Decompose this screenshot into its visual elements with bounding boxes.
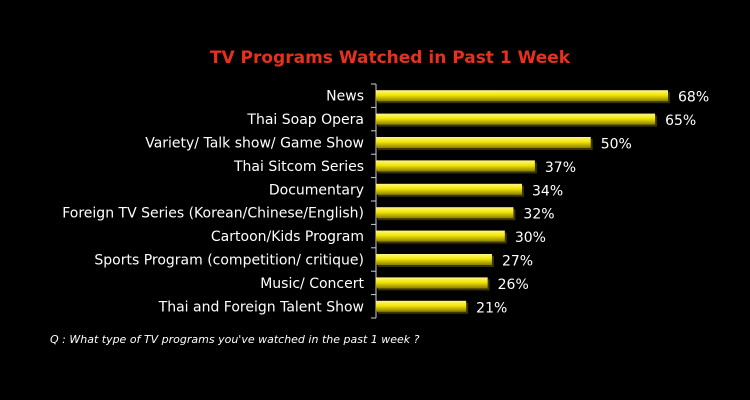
category-label: Cartoon/Kids Program [211,229,364,245]
category-label: News [326,89,364,105]
bar [376,277,488,289]
category-label: Foreign TV Series (Korean/Chinese/Englis… [62,206,364,222]
value-label: 68% [678,90,709,106]
value-label: 21% [476,300,507,316]
value-label: 65% [665,113,696,129]
category-label: Thai and Foreign Talent Show [158,299,364,315]
bar [376,113,656,125]
value-labels: 68% 65% 50% 37% 34% 32% 30% 27% 26% 21% [476,90,709,317]
bar [376,90,668,102]
category-label: Variety/ Talk show/ Game Show [145,136,364,152]
value-label: 32% [523,207,554,223]
category-labels: News Thai Soap Opera Variety/ Talk show/ G… [62,89,364,316]
bar [376,230,505,242]
value-label: 37% [545,160,576,176]
bar [376,137,591,148]
value-label: 27% [502,254,533,270]
value-label: 30% [515,230,546,246]
bar [376,254,492,265]
bar [376,183,522,195]
y-axis-ticks [371,83,376,319]
category-label: Music/ Concert [260,276,364,292]
value-label: 34% [532,183,563,199]
bar [376,207,514,219]
chart-title: TV Programs Watched in Past 1 Week [210,48,571,68]
category-label: Documentary [269,182,364,198]
value-label: 26% [498,277,529,293]
category-label: Sports Program (competition/ critique) [94,253,364,269]
question-footnote: Q : What type of TV programs you've watc… [50,333,420,346]
value-label: 50% [601,137,632,153]
category-label: Thai Soap Opera [246,112,364,128]
bar [376,160,535,172]
bar [376,300,467,312]
category-label: Thai Sitcom Series [233,159,364,175]
bars [376,90,670,314]
